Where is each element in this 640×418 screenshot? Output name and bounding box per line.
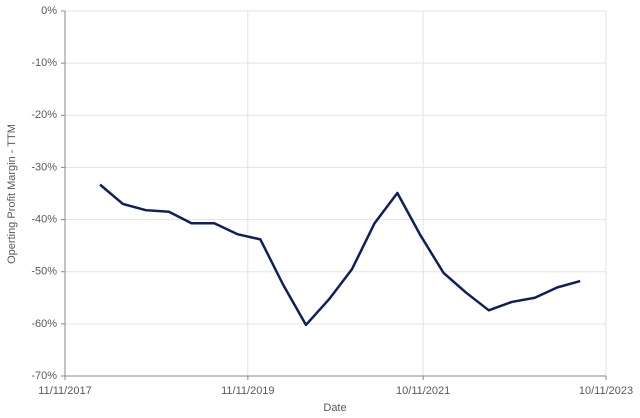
y-tick-label: -30% xyxy=(31,161,57,173)
x-tick-label: 11/11/2019 xyxy=(221,385,274,397)
y-tick-label: 0% xyxy=(41,5,57,17)
y-tick-label: -60% xyxy=(31,318,57,330)
y-tick-label: -40% xyxy=(31,213,57,225)
x-tick-label: 11/11/2017 xyxy=(38,385,91,397)
data-line xyxy=(99,183,581,327)
x-tick-label: 10/11/2023 xyxy=(579,385,633,397)
x-tick-label: 10/11/2021 xyxy=(396,385,450,397)
y-tick-label: -50% xyxy=(31,266,57,278)
y-tick-label: -10% xyxy=(31,57,57,69)
y-tick-label: -70% xyxy=(31,370,57,382)
y-axis-label: Operting Profit Margin - TTM xyxy=(6,124,18,264)
y-tick-label: -20% xyxy=(31,109,57,121)
x-axis-label: Date xyxy=(323,402,346,414)
